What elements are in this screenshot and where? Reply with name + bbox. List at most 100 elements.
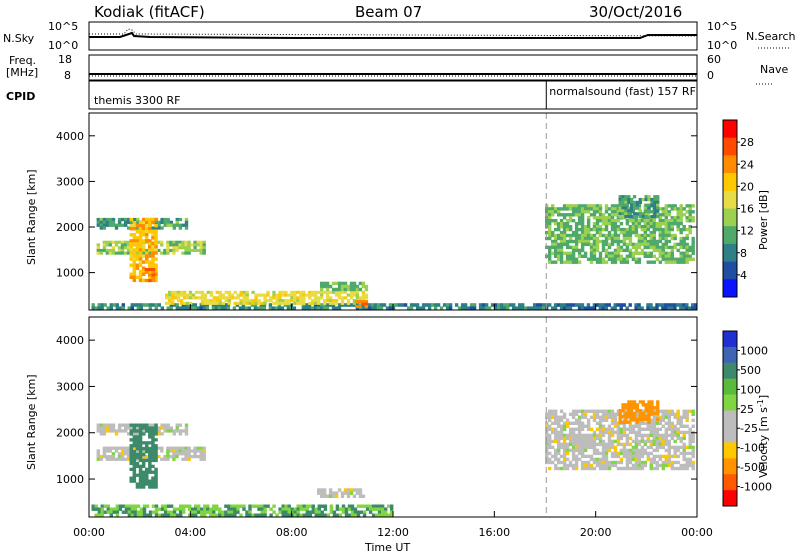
power-echo-cell	[557, 213, 561, 217]
velocity-echo-cell	[667, 412, 671, 416]
power-echo-cell	[658, 207, 662, 211]
power-echo-cell	[598, 227, 603, 232]
velocity-echo-cell	[554, 409, 558, 413]
power-echo-cell	[151, 263, 155, 267]
velocity-echo-cell	[163, 510, 168, 514]
velocity-echo-cell	[577, 409, 582, 413]
velocity-echo-cell	[302, 504, 306, 508]
velocity-echo-cell	[154, 452, 158, 457]
velocity-echo-cell	[554, 454, 558, 459]
velocity-echo-cell	[635, 420, 640, 424]
velocity-echo-cell	[138, 441, 143, 445]
power-echo-cell	[638, 215, 642, 219]
velocity-echo-cell	[551, 409, 555, 413]
velocity-echo-cell	[627, 420, 631, 424]
power-echo-cell	[521, 306, 525, 310]
power-echo-cell	[337, 287, 342, 292]
velocity-echo-cell	[126, 457, 131, 461]
velocity-echo-cell	[121, 510, 126, 514]
velocity-echo-cell	[172, 452, 176, 456]
power-echo-cell	[509, 303, 513, 307]
velocity-echo-cell	[661, 433, 665, 438]
velocity-echo-cell	[236, 504, 240, 508]
power-echo-cell	[574, 210, 579, 214]
power-echo-cell	[616, 227, 621, 232]
power-echo-cell	[649, 303, 653, 307]
power-echo-cell	[379, 303, 384, 307]
power-echo-cell	[637, 257, 642, 261]
power-echo-cell	[661, 233, 665, 238]
power-echo-cell	[364, 296, 369, 300]
power-echo-cell	[548, 257, 552, 261]
power-echo-cell	[179, 301, 184, 305]
velocity-echo-cell	[365, 507, 370, 511]
power-echo-cell	[224, 290, 228, 294]
velocity-echo-cell	[191, 513, 195, 517]
power-echo-cell	[574, 260, 579, 264]
power-echo-cell	[268, 306, 273, 310]
power-echo-cell	[643, 222, 647, 226]
power-echo-cell	[640, 236, 645, 241]
power-echo-cell	[268, 303, 273, 307]
velocity-echo-cell	[365, 504, 370, 508]
power-echo-cell	[275, 293, 279, 297]
power-echo-cell	[355, 296, 360, 300]
power-echo-cell	[361, 306, 366, 310]
power-echo-cell	[616, 216, 621, 220]
power-ytick-label: 4000	[56, 130, 84, 143]
power-echo-cell	[559, 254, 564, 258]
power-echo-cell	[358, 296, 363, 300]
power-echo-cell	[269, 299, 273, 303]
power-echo-cell	[664, 216, 668, 220]
power-echo-cell	[163, 223, 167, 227]
velocity-echo-cell	[618, 411, 622, 416]
velocity-echo-cell	[126, 446, 131, 450]
velocity-echo-cell	[175, 507, 180, 511]
power-echo-cell	[484, 303, 489, 307]
power-echo-cell	[630, 200, 634, 205]
power-echo-cell	[618, 212, 622, 216]
power-echo-cell	[352, 301, 357, 305]
velocity-echo-cell	[610, 433, 615, 438]
velocity-echo-cell	[634, 460, 639, 465]
power-echo-cell	[586, 225, 591, 229]
power-echo-cell	[103, 303, 107, 307]
velocity-echo-cell	[181, 429, 186, 433]
power-echo-cell	[493, 303, 498, 307]
velocity-echo-cell	[565, 442, 570, 447]
power-echo-cell	[649, 254, 653, 258]
power-echo-cell	[223, 303, 228, 307]
velocity-echo-cell	[181, 449, 185, 453]
velocity-echo-cell	[545, 433, 549, 438]
velocity-echo-cell	[554, 457, 558, 462]
velocity-echo-cell	[557, 451, 561, 456]
velocity-echo-cell	[691, 439, 695, 444]
power-echo-cell	[224, 299, 228, 303]
velocity-echo-cell	[624, 414, 628, 419]
power-echo-cell	[577, 204, 582, 208]
power-echo-cell	[646, 239, 650, 244]
velocity-echo-cell	[673, 415, 677, 419]
power-echo-cell	[99, 223, 103, 227]
velocity-echo-cell	[551, 415, 555, 419]
velocity-echo-cell	[586, 409, 591, 413]
velocity-echo-cell	[284, 513, 288, 517]
velocity-echo-cell	[632, 400, 637, 404]
nsearch-tick-low: 10^0	[707, 39, 737, 52]
velocity-echo-cell	[673, 412, 677, 416]
velocity-echo-cell	[293, 513, 297, 517]
power-echo-cell	[635, 203, 640, 207]
power-echo-cell	[625, 245, 630, 250]
velocity-echo-cell	[166, 426, 170, 430]
velocity-echo-cell	[630, 417, 634, 421]
power-echo-cell	[619, 227, 624, 232]
power-echo-cell	[97, 306, 101, 310]
power-echo-cell	[595, 248, 600, 253]
velocity-colorbar-tick-label: 100	[740, 383, 761, 396]
power-echo-cell	[154, 257, 158, 261]
velocity-echo-cell	[203, 513, 207, 517]
power-echo-cell	[622, 230, 627, 235]
power-echo-cell	[607, 254, 612, 258]
power-echo-cell	[583, 236, 588, 241]
